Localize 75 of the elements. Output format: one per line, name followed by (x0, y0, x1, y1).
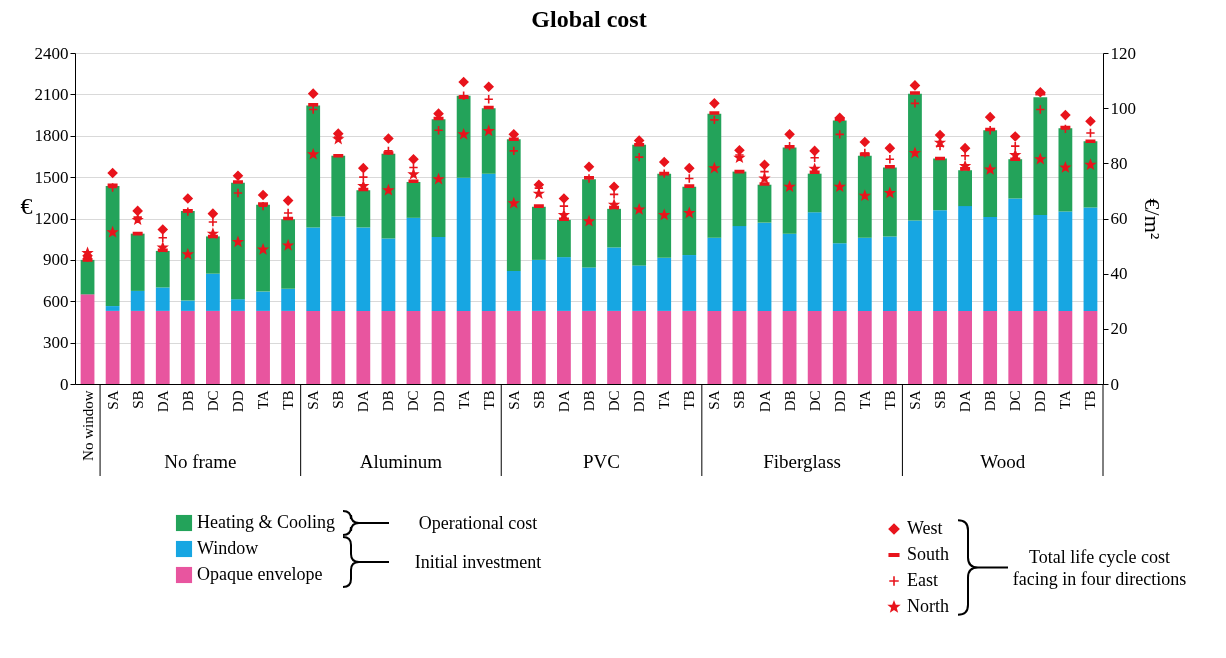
y-tick-label: 2100 (34, 84, 69, 104)
x-tick-label: DA (957, 390, 974, 413)
y2-tick-label: 80 (1110, 153, 1128, 173)
x-tick-label: DB (982, 390, 999, 412)
y2-tick-label: 60 (1110, 209, 1128, 228)
legend-label: East (907, 570, 938, 590)
text: Fiberglass (763, 451, 841, 472)
x-tick-label: DB (781, 390, 798, 412)
y-tick-label: 1500 (34, 167, 69, 187)
x-tick-label: TB (280, 390, 297, 410)
y2-tick-label: 20 (1110, 319, 1128, 339)
x-tick-label: DD (430, 390, 447, 413)
x-tick-label: DA (154, 390, 171, 413)
x-tick-label: SA (305, 390, 322, 410)
y-tick-label: 1800 (34, 126, 69, 146)
x-tick-label: DC (1007, 390, 1024, 412)
x-tick-label: TA (255, 390, 272, 410)
x-tick-label: SB (530, 390, 547, 409)
y2-tick-label: 0 (1110, 374, 1119, 394)
text: Total life cycle cost facing in four directions (1012, 545, 1187, 590)
x-tick-label: SA (706, 390, 723, 410)
x-tick-label: SA (505, 390, 522, 410)
x-tick-label: SA (906, 390, 923, 410)
x-tick-label: TB (480, 390, 497, 410)
x-tick-label: DB (380, 390, 397, 412)
x-tick-label: DC (806, 390, 823, 412)
legend-label: Heating & Cooling (197, 512, 335, 532)
x-tick-label: TA (1057, 390, 1074, 410)
y-tick-label: 1200 (34, 209, 69, 228)
x-tick-label: TA (656, 390, 673, 410)
x-tick-label: TB (881, 390, 898, 410)
x-tick-label: SB (932, 390, 949, 409)
text: PVC (583, 451, 621, 472)
y-tick-label: 2400 (34, 43, 69, 63)
x-tick-label: SB (129, 390, 146, 409)
legend-label: West (907, 518, 943, 538)
x-tick-label: DC (606, 390, 623, 412)
x-tick-label: TB (681, 390, 698, 410)
legend-label: South (907, 544, 950, 564)
text: Operational cost (417, 512, 539, 534)
x-tick-label: DD (831, 390, 848, 413)
text: No frame (164, 451, 237, 472)
y-tick-label: 900 (43, 250, 69, 270)
y2-tick-label: 40 (1110, 264, 1128, 284)
x-tick-label: DB (581, 390, 597, 412)
x-tick-label: DB (179, 390, 196, 412)
x-tick-label: DA (756, 390, 773, 413)
x-tick-label: DC (204, 390, 221, 412)
x-tick-label: DD (1032, 390, 1049, 413)
y-axis-title: € (20, 193, 33, 219)
chart-title: Global cost (531, 6, 647, 32)
y2-tick-label: 120 (1110, 43, 1136, 63)
legend-label: Window (197, 538, 259, 558)
x-tick-label: TA (455, 390, 472, 410)
x-tick-label: DD (229, 390, 246, 413)
x-tick-label: SA (104, 390, 121, 410)
legend-label: North (907, 596, 949, 616)
text: Aluminum (359, 451, 443, 472)
x-tick-label: TB (1082, 390, 1099, 410)
text: Wood (980, 451, 1026, 472)
x-tick-label: TA (856, 390, 873, 410)
y2-tick-label: 100 (1110, 98, 1136, 118)
x-tick-label: DC (405, 390, 422, 412)
y2-axis-title: €/m² (1140, 198, 1165, 240)
x-tick-label: DA (555, 390, 572, 413)
x-tick-label: No window (79, 390, 96, 461)
y-tick-label: 600 (43, 291, 69, 311)
y-tick-label: 300 (43, 333, 69, 353)
x-tick-label: SB (731, 390, 748, 409)
legend-label: Opaque envelope (197, 564, 323, 584)
y-tick-label: 0 (60, 374, 69, 394)
x-tick-label: DD (631, 390, 648, 413)
x-tick-label: DA (355, 390, 372, 413)
text: Initial investment (413, 551, 543, 573)
x-tick-label: SB (330, 390, 347, 409)
